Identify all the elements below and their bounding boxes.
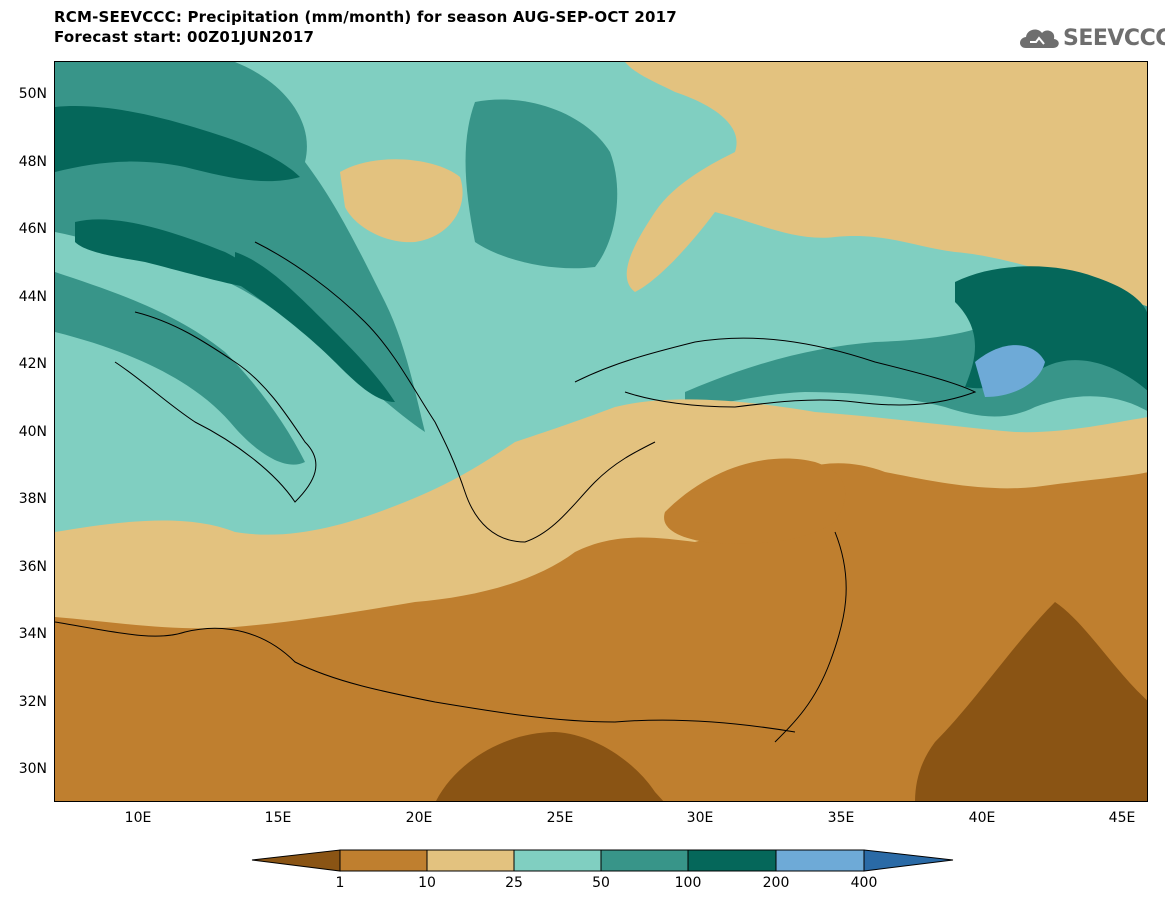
lon-tick-label: 45E xyxy=(1108,810,1136,826)
lon-tick-label: 35E xyxy=(827,810,855,826)
colorbar-label: 25 xyxy=(505,875,523,891)
lat-tick-label: 32N xyxy=(18,694,47,710)
lat-tick-label: 36N xyxy=(18,559,47,575)
colorbar-segment xyxy=(775,849,865,872)
colorbar-segment xyxy=(339,849,428,872)
colorbar-label: 50 xyxy=(592,875,610,891)
precipitation-map xyxy=(54,61,1148,802)
lat-tick-label: 42N xyxy=(18,356,47,372)
cloud-logo-icon xyxy=(1020,29,1059,48)
colorbar-segment xyxy=(513,849,602,872)
lat-tick-label: 46N xyxy=(18,221,47,237)
colorbar-segment xyxy=(863,849,954,872)
lon-tick-label: 30E xyxy=(686,810,714,826)
colorbar-label: 10 xyxy=(418,875,436,891)
lon-tick-label: 20E xyxy=(405,810,433,826)
lat-tick-label: 48N xyxy=(18,154,47,170)
lat-tick-label: 34N xyxy=(18,626,47,642)
colorbar-segment xyxy=(600,849,689,872)
lat-tick-label: 30N xyxy=(18,761,47,777)
lon-tick-label: 25E xyxy=(546,810,574,826)
lon-tick-label: 40E xyxy=(968,810,996,826)
lat-tick-label: 50N xyxy=(18,86,47,102)
colorbar-label: 400 xyxy=(850,875,878,891)
lat-tick-label: 44N xyxy=(18,289,47,305)
lon-tick-label: 10E xyxy=(124,810,152,826)
map-title: RCM-SEEVCCC: Precipitation (mm/month) fo… xyxy=(54,8,677,26)
colorbar-label: 1 xyxy=(335,875,345,891)
forecast-start-label: Forecast start: 00Z01JUN2017 xyxy=(54,28,315,46)
precipitation-field xyxy=(55,62,1147,801)
colorbar-segment xyxy=(251,849,341,872)
lon-tick-label: 15E xyxy=(264,810,292,826)
colorbar-segment xyxy=(426,849,515,872)
seevccc-logo: SEEVCCC xyxy=(1063,26,1165,51)
colorbar-segment xyxy=(687,849,777,872)
colorbar xyxy=(251,849,954,872)
lat-tick-label: 40N xyxy=(18,424,47,440)
lat-tick-label: 38N xyxy=(18,491,47,507)
colorbar-label: 200 xyxy=(762,875,790,891)
colorbar-label: 100 xyxy=(674,875,702,891)
